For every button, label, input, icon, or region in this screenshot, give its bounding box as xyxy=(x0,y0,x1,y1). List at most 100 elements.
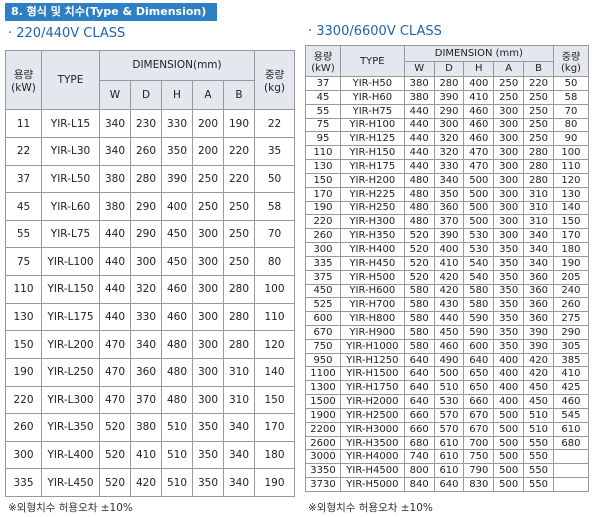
cell: 350 xyxy=(161,137,193,166)
header-text: (kW) xyxy=(11,81,36,94)
cell: 340 xyxy=(222,468,256,497)
cell: 130 xyxy=(552,186,590,202)
data-row: 190 YIR-L250 470 360 480 300 310 140 xyxy=(5,357,296,387)
cell: 480 xyxy=(161,357,193,387)
cell: 280 xyxy=(222,330,256,359)
cell: 22 xyxy=(5,137,42,166)
cell: 570 xyxy=(433,407,465,423)
cell: 300 xyxy=(192,219,224,249)
header-cell: DIMENSION (mm) xyxy=(403,45,554,62)
cell: 460 xyxy=(463,131,495,147)
cell: 280 xyxy=(523,172,554,188)
cell: 90 xyxy=(552,131,590,147)
data-row: 1300 YIR-H1750 640 510 650 400 450 425 xyxy=(305,380,590,396)
cell: YIR-H125 xyxy=(339,131,405,147)
cell: 1900 xyxy=(305,407,341,423)
cell: 320 xyxy=(433,131,465,147)
data-row: 75 YIR-H100 440 300 460 300 250 80 xyxy=(305,117,590,133)
cell: YIR-H1750 xyxy=(339,380,405,396)
cell: 250 xyxy=(192,164,224,194)
cell: YIR-H75 xyxy=(339,103,405,119)
cell: 130 xyxy=(305,159,341,174)
header-cell: D xyxy=(433,60,465,78)
cell: 440 xyxy=(99,247,131,277)
cell: 750 xyxy=(463,449,495,465)
cell: 50 xyxy=(552,76,590,91)
cell: 330 xyxy=(130,302,162,332)
cell: 680 xyxy=(552,435,590,451)
cell xyxy=(552,477,590,492)
cell: 380 xyxy=(403,76,435,91)
data-row: 600 YIR-H800 580 440 590 350 360 275 xyxy=(305,311,590,326)
cell: 400 xyxy=(433,242,465,257)
cell: 250 xyxy=(222,192,256,221)
cell: 340 xyxy=(523,255,554,271)
data-row: 670 YIR-H900 580 450 590 350 390 290 xyxy=(305,325,590,340)
cell: 170 xyxy=(254,413,296,442)
data-row: 3730 YIR-H5000 840 640 830 500 550 xyxy=(305,477,590,492)
cell: 410 xyxy=(552,366,590,382)
cell: 250 xyxy=(523,131,554,147)
cell: 110 xyxy=(552,159,590,174)
cell: 400 xyxy=(493,380,525,396)
cell: 2200 xyxy=(305,421,341,437)
cell: 510 xyxy=(523,407,554,423)
cell: 250 xyxy=(192,192,224,221)
cell: 660 xyxy=(463,394,495,409)
cell: 480 xyxy=(161,385,193,415)
cell: 790 xyxy=(463,463,495,479)
cell: 220 xyxy=(222,164,256,194)
cell: 450 xyxy=(161,219,193,249)
data-row: 300 YIR-L400 520 410 510 350 340 180 xyxy=(5,440,296,470)
header-cell: 용량 (kW) xyxy=(305,44,341,78)
cell: 545 xyxy=(552,407,590,423)
cell: 480 xyxy=(403,200,435,216)
cell: YIR-H1250 xyxy=(339,352,405,368)
cell: YIR-H1500 xyxy=(339,366,405,382)
cell: 590 xyxy=(463,325,495,340)
cell: 340 xyxy=(222,440,256,470)
header-text: (kg) xyxy=(264,81,285,94)
data-row: 37 YIR-L50 380 280 390 250 220 50 xyxy=(5,164,296,194)
header-row: 용량 (kW) TYPE DIMENSION(mm) 중량 (kg) xyxy=(5,49,296,111)
cell: 350 xyxy=(493,311,525,326)
cell: 300 xyxy=(130,247,162,277)
cell: 260 xyxy=(5,413,42,442)
cell: 750 xyxy=(305,338,341,354)
header-cell: B xyxy=(222,79,256,111)
cell: 190 xyxy=(254,468,296,497)
cell: 110 xyxy=(5,275,42,304)
data-row: 45 YIR-L60 380 290 400 250 250 58 xyxy=(5,192,296,221)
cell: 460 xyxy=(161,302,193,332)
cell: 390 xyxy=(433,89,465,105)
cell: 37 xyxy=(305,76,341,91)
cell: 800 xyxy=(403,463,435,479)
cell: YIR-H175 xyxy=(339,159,405,174)
cell: YIR-L60 xyxy=(41,192,100,221)
cell: 640 xyxy=(463,352,495,368)
data-row: 130 YIR-L175 440 330 460 300 280 110 xyxy=(5,302,296,332)
data-row: 300 YIR-H400 520 400 530 350 340 180 xyxy=(305,242,590,257)
note: ※외형치수 허용오차 ±10% xyxy=(308,502,433,514)
cell: 640 xyxy=(403,366,435,382)
cell: 370 xyxy=(433,214,465,230)
cell: 300 xyxy=(493,131,525,147)
cell: 660 xyxy=(403,421,435,437)
data-row: 170 YIR-H225 480 350 500 300 310 130 xyxy=(305,186,590,202)
cell: 350 xyxy=(433,186,465,202)
cell: 470 xyxy=(99,330,131,359)
cell: 310 xyxy=(523,200,554,216)
cell: 580 xyxy=(403,297,435,313)
cell: 590 xyxy=(463,311,495,326)
cell: 260 xyxy=(552,297,590,313)
cell: 610 xyxy=(433,463,465,479)
header-text: (kW) xyxy=(311,63,335,75)
cell: 3350 xyxy=(305,463,341,479)
cell: 420 xyxy=(433,269,465,285)
cell: YIR-H900 xyxy=(339,325,405,340)
cell: 300 xyxy=(192,385,224,415)
cell: 340 xyxy=(523,242,554,257)
cell: YIR-H700 xyxy=(339,297,405,313)
